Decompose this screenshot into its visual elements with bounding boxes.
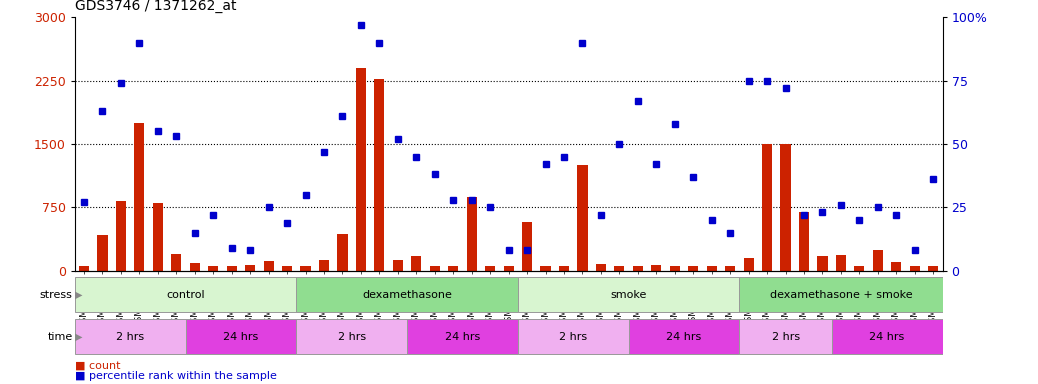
Bar	[633, 266, 643, 271]
Text: ■ count: ■ count	[75, 361, 120, 371]
Bar	[226, 266, 237, 271]
Bar	[831, 319, 943, 354]
Bar	[743, 258, 754, 271]
Text: 2 hrs: 2 hrs	[559, 332, 588, 342]
Bar	[375, 79, 384, 271]
Text: control: control	[166, 290, 204, 300]
Bar	[503, 266, 514, 271]
Bar	[873, 250, 883, 271]
Bar	[296, 277, 518, 312]
Bar	[75, 319, 186, 354]
Bar	[153, 203, 163, 271]
Bar	[282, 266, 292, 271]
Bar	[116, 200, 126, 271]
Text: GDS3746 / 1371262_at: GDS3746 / 1371262_at	[75, 0, 237, 13]
Text: 2 hrs: 2 hrs	[771, 332, 799, 342]
Bar	[707, 266, 717, 271]
Bar	[430, 266, 440, 271]
Bar	[781, 144, 791, 271]
Text: smoke: smoke	[610, 290, 647, 300]
Bar	[264, 262, 274, 271]
Bar	[245, 265, 255, 271]
Bar	[596, 264, 606, 271]
Bar	[854, 266, 865, 271]
Bar	[577, 165, 588, 271]
Text: 24 hrs: 24 hrs	[666, 332, 702, 342]
Text: dexamethasone + smoke: dexamethasone + smoke	[769, 290, 912, 300]
Bar	[558, 266, 569, 271]
Text: ▶: ▶	[75, 332, 82, 342]
Text: 24 hrs: 24 hrs	[223, 332, 258, 342]
Bar	[518, 319, 629, 354]
Bar	[739, 277, 943, 312]
Bar	[411, 257, 421, 271]
Bar	[651, 265, 661, 271]
Bar	[522, 222, 532, 271]
Bar	[407, 319, 518, 354]
Bar	[300, 266, 310, 271]
Bar	[98, 235, 108, 271]
Bar	[892, 262, 901, 271]
Bar	[739, 319, 831, 354]
Bar	[629, 319, 739, 354]
Bar	[485, 266, 495, 271]
Bar	[296, 319, 407, 354]
Text: stress: stress	[39, 290, 73, 300]
Bar	[392, 260, 403, 271]
Text: 24 hrs: 24 hrs	[445, 332, 481, 342]
Bar	[79, 266, 89, 271]
Bar	[467, 197, 476, 271]
Text: dexamethasone: dexamethasone	[362, 290, 452, 300]
Text: time: time	[48, 332, 73, 342]
Bar	[356, 68, 366, 271]
Bar	[186, 319, 296, 354]
Text: ■ percentile rank within the sample: ■ percentile rank within the sample	[75, 371, 276, 381]
Text: 2 hrs: 2 hrs	[116, 332, 144, 342]
Bar	[726, 266, 735, 271]
Bar	[688, 266, 699, 271]
Text: 24 hrs: 24 hrs	[870, 332, 905, 342]
Text: 2 hrs: 2 hrs	[337, 332, 365, 342]
Bar	[319, 260, 329, 271]
Bar	[928, 266, 938, 271]
Bar	[190, 263, 200, 271]
Bar	[134, 123, 144, 271]
Bar	[817, 255, 827, 271]
Bar	[448, 266, 459, 271]
Bar	[909, 266, 920, 271]
Bar	[518, 277, 739, 312]
Bar	[337, 234, 348, 271]
Bar	[171, 254, 182, 271]
Bar	[799, 212, 809, 271]
Bar	[670, 266, 680, 271]
Bar	[614, 266, 625, 271]
Bar	[836, 255, 846, 271]
Text: ▶: ▶	[75, 290, 82, 300]
Bar	[541, 266, 550, 271]
Bar	[762, 144, 772, 271]
Bar	[75, 277, 296, 312]
Bar	[209, 266, 218, 271]
